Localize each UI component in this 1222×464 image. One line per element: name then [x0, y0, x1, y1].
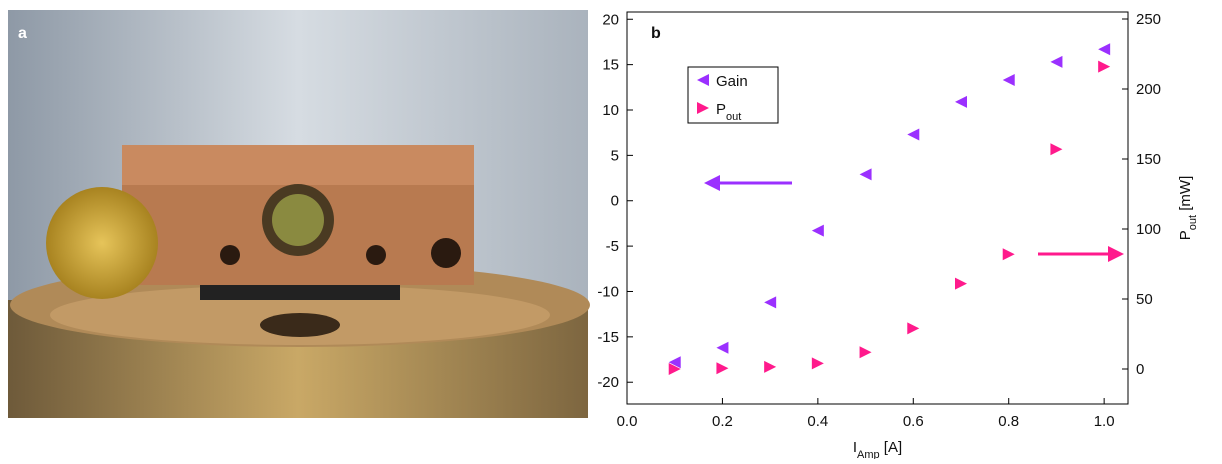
- data-point: [764, 360, 777, 373]
- data-point: [955, 277, 967, 290]
- data-point: [811, 224, 824, 237]
- data-point: [1050, 55, 1063, 68]
- x-tick-label: 0.0: [617, 413, 638, 430]
- y-tick-label: 10: [602, 102, 619, 119]
- legend: [687, 66, 779, 124]
- y2-axis-label-part: [mW]: [1177, 176, 1194, 215]
- x-axis-label: IAmp [A]: [853, 439, 902, 459]
- legend-label-part: out: [726, 111, 741, 123]
- x-tick-label: 1.0: [1094, 413, 1115, 430]
- data-point: [764, 296, 777, 309]
- data-point: [859, 346, 872, 359]
- legend-label: Gain: [716, 73, 748, 90]
- y-tick-label: -10: [597, 283, 619, 300]
- y-tick-label: 5: [611, 147, 619, 164]
- y-tick-label: -20: [597, 374, 619, 391]
- x-axis-label-part: I: [853, 439, 857, 456]
- x-tick-label: 0.8: [998, 413, 1019, 430]
- x-tick-label: 0.2: [712, 413, 733, 430]
- data-point: [716, 362, 729, 375]
- data-point: [1098, 60, 1111, 73]
- panel-label: b: [651, 25, 661, 42]
- y-tick-label: -15: [597, 329, 619, 346]
- legend-marker: [697, 74, 709, 86]
- y2-tick-label: 150: [1136, 151, 1161, 168]
- data-point: [1002, 248, 1015, 261]
- legend-label-part: P: [716, 101, 726, 118]
- data-point: [716, 341, 729, 354]
- x-axis-label-part: [A]: [880, 439, 903, 456]
- y2-axis-label: Pout [mW]: [1177, 176, 1199, 240]
- data-point: [859, 168, 872, 181]
- data-point: [1050, 143, 1063, 156]
- data-point: [955, 95, 967, 108]
- y-tick-label: 15: [602, 57, 619, 74]
- data-point: [907, 128, 920, 141]
- photo: a: [8, 10, 590, 418]
- x-tick-label: 0.4: [807, 413, 828, 430]
- y-tick-label: 20: [602, 11, 619, 28]
- panel-label: a: [18, 25, 27, 42]
- data-point: [668, 363, 681, 375]
- data-point: [811, 357, 824, 370]
- plot-frame: [626, 11, 1129, 405]
- y2-tick-label: 200: [1136, 81, 1161, 98]
- legend-label: Pout: [716, 101, 741, 123]
- y-tick-label: 0: [611, 193, 619, 210]
- data-point: [1098, 43, 1111, 56]
- y2-tick-label: 50: [1136, 291, 1153, 308]
- y2-axis-label-part: P: [1177, 230, 1194, 240]
- x-axis-label-part: Amp: [857, 449, 880, 459]
- y2-tick-label: 250: [1136, 11, 1161, 28]
- y2-tick-label: 100: [1136, 221, 1161, 238]
- data-point: [907, 322, 920, 335]
- y2-axis-label-part: out: [1187, 215, 1199, 230]
- y-tick-label: -5: [606, 238, 619, 255]
- x-tick-label: 0.6: [903, 413, 924, 430]
- legend-marker: [697, 102, 709, 114]
- y2-tick-label: 0: [1136, 361, 1144, 378]
- annotation-arrows: [704, 175, 1124, 262]
- data-point: [668, 356, 681, 369]
- data-point: [1002, 74, 1015, 87]
